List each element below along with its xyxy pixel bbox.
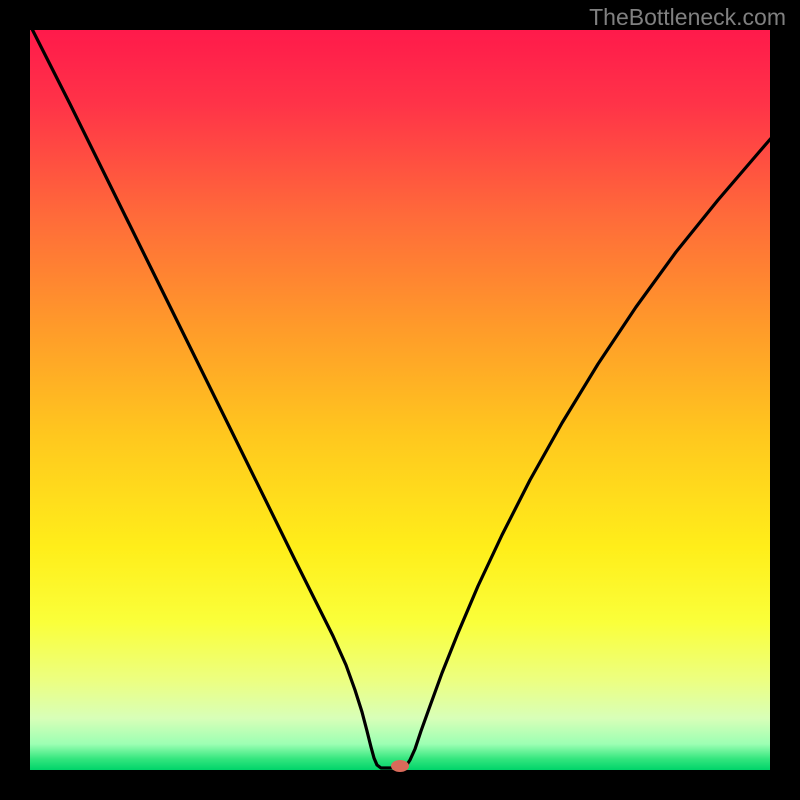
bottleneck-curve [30, 25, 773, 768]
watermark-text: TheBottleneck.com [589, 4, 786, 31]
curve-layer [0, 0, 800, 800]
optimum-marker [391, 760, 409, 772]
